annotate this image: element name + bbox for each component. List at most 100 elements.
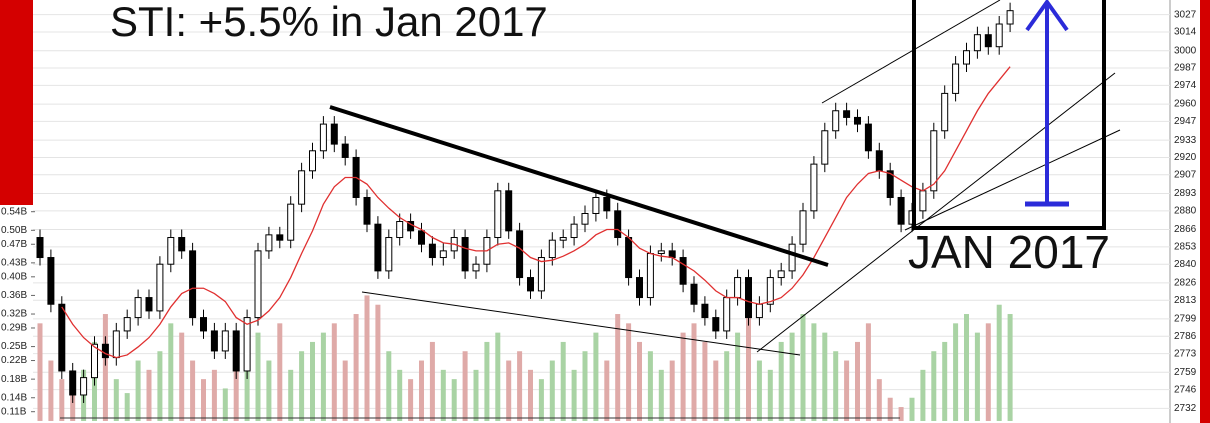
candle-body [265,234,273,252]
candle-body [723,297,731,332]
volume-bar [495,332,501,421]
volume-bar [855,341,860,421]
volume-bar [669,360,675,421]
volume-bar [277,323,283,421]
volume-bar [244,341,250,421]
candle-body [766,277,774,305]
volume-bar [637,341,642,421]
right-frame [1200,0,1210,423]
volume-bar [582,351,588,421]
arrow-head [1025,0,1069,32]
candle-body [319,123,327,152]
volume-bar [451,379,457,421]
volume-bar [386,351,392,421]
volume-bar [211,369,217,421]
volume-bar [549,360,555,421]
candle-body [963,50,970,65]
candle-body [690,283,698,305]
volume-tick-label: 0.43B [1,258,27,269]
volume-tick-label: 0.11B [1,406,27,417]
candle-body [309,150,316,172]
volume-tick-label: 0.54B [1,206,27,217]
volume-bar [255,332,261,421]
candle-body [745,277,752,319]
y-tick-label: 2799 [1174,314,1197,325]
candle-body [755,303,763,319]
volume-bar [37,323,43,421]
volume-bar [342,360,348,421]
candle-body [178,237,186,252]
volume-bar [364,295,370,421]
candle-body [570,223,578,239]
candle-body [657,250,665,255]
volume-tick-label: 0.40B [1,271,27,282]
candle-body [276,234,284,241]
volume-bar [397,369,403,421]
candle-body [36,237,44,259]
volume-bar [429,341,435,421]
volume-tick-label: 0.36B [1,290,27,301]
y-tick-label: 2746 [1174,384,1197,395]
candle-body [777,270,785,279]
candle-body [396,221,404,239]
candle-body [505,190,513,232]
candle-body [973,34,981,52]
y-tick-label: 3014 [1174,27,1197,38]
candle-body [428,243,436,259]
volume-bar [778,341,784,421]
volume-bar [320,332,326,421]
volume-bar [756,360,762,421]
y-tick-label: 2907 [1174,169,1197,180]
volume-bar [59,379,65,421]
y-tick-label: 2933 [1174,135,1197,146]
candle-body [843,110,851,118]
volume-bar [942,341,948,421]
y-tick-label: 2866 [1174,224,1197,235]
support-trendline [361,291,801,356]
channel-line [904,129,1121,231]
volume-bar [353,314,359,421]
candle-body [603,196,611,212]
y-tick-label: 2947 [1174,116,1197,127]
volume-bar [811,323,817,421]
candle-body [712,317,720,332]
candle-body [875,150,883,172]
volume-bar [658,369,664,421]
volume-bar [179,332,185,421]
volume-bar [604,360,610,421]
candle-body [472,263,480,272]
candle-body [243,317,251,372]
volume-bar [517,351,523,421]
grid [33,14,1170,409]
candle-body [788,243,796,272]
volume-bar [375,304,381,421]
volume-bar [931,351,937,421]
y-tick-label: 2893 [1174,188,1197,199]
candle-body [581,213,589,225]
candle-body [330,123,338,145]
candle-body [897,196,905,225]
y-tick-label: 2880 [1174,205,1197,216]
candle-body [625,237,633,279]
candle-body [80,377,88,396]
volume-bar [964,314,969,421]
candle-body [886,170,894,198]
volume-bar [713,360,719,421]
y-tick-label: 2974 [1174,80,1197,91]
volume-bar [985,323,991,421]
candle-body [919,190,927,212]
volume-bar [844,360,850,421]
volume-bar [615,314,621,421]
candle-body [646,253,654,299]
candle-body [494,190,502,239]
volume-bar [593,332,599,421]
volume-bar [440,369,446,421]
candle-body [941,92,949,132]
volume-bar [310,341,315,421]
candle-body [91,343,98,379]
channel-line [821,0,1001,104]
left-frame [0,0,33,205]
candle-body [156,263,164,312]
candle-body [221,330,229,352]
candle-body [254,250,262,319]
